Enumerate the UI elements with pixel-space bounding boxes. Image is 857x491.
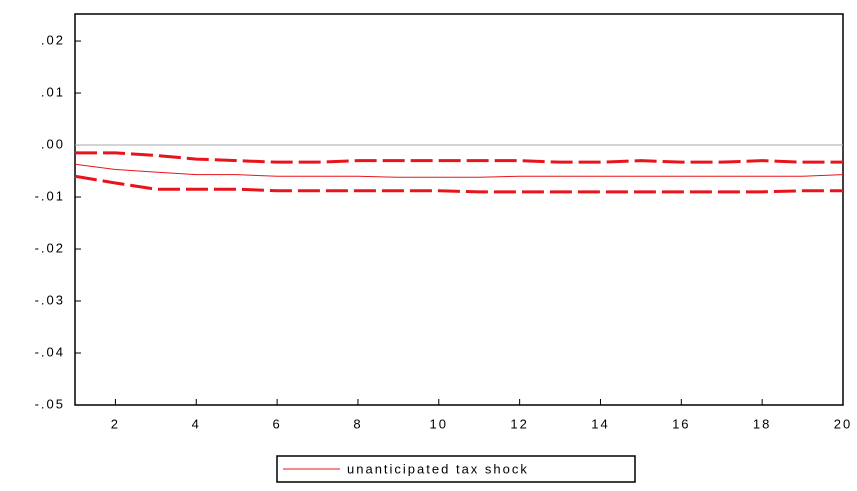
x-tick-label: 2 — [111, 416, 120, 431]
y-tick-label: .01 — [41, 84, 65, 99]
y-tick-label: -.02 — [35, 240, 65, 255]
x-tick-label: 4 — [192, 416, 201, 431]
legend-label: unanticipated tax shock — [347, 461, 529, 476]
series-line — [74, 163, 844, 178]
x-tick-label: 16 — [672, 416, 690, 431]
series-line — [74, 174, 843, 194]
y-tick-label: -.03 — [35, 292, 65, 307]
x-tick-label: 10 — [430, 416, 448, 431]
x-tick-label: 20 — [834, 416, 852, 431]
y-tick-label: -.04 — [35, 344, 65, 359]
x-tick-label: 6 — [272, 416, 281, 431]
plot-frame — [74, 13, 844, 406]
x-tick-label: 8 — [353, 416, 362, 431]
y-tick-label: -.01 — [35, 188, 65, 203]
y-tick-label: .00 — [41, 136, 65, 151]
y-tick-label: -.05 — [35, 396, 65, 411]
y-tick-label: .02 — [41, 32, 65, 47]
x-tick-label: 14 — [591, 416, 609, 431]
x-tick-label: 18 — [753, 416, 771, 431]
series-line — [75, 151, 843, 164]
legend-box — [276, 455, 636, 483]
x-tick-label: 12 — [510, 416, 528, 431]
